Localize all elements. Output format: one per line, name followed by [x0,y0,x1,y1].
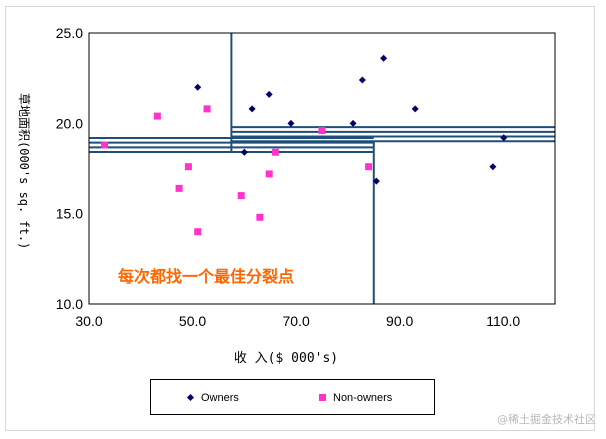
x-tick-label: 30.0 [75,313,102,329]
y-tick-label: 25.0 [56,25,83,41]
non-owner-point [318,127,326,135]
legend: Owners Non-owners [150,379,435,415]
non-owner-point [153,112,161,120]
legend-label-owners: Owners [201,392,239,404]
y-axis-label: 草地面积(000's sq. ft.) [17,93,31,249]
non-owner-point [203,105,211,113]
x-tick-label: 50.0 [179,313,206,329]
owner-point [287,119,295,127]
data-points [101,54,508,236]
annotation-text: 每次都找一个最佳分裂点 [118,267,294,286]
y-axis-ticks: 10.0 15.0 20.0 25.0 [56,25,83,312]
y-tick-label: 10.0 [56,296,83,312]
square-marker-icon [319,394,326,401]
non-owner-point [365,163,373,171]
legend-item-owners: Owners [186,392,239,404]
owner-point [380,54,388,62]
owner-point [194,83,202,91]
non-owner-point [256,213,264,221]
chart-frame [5,6,595,431]
owner-point [411,105,419,113]
y-tick-label: 15.0 [56,206,83,222]
owner-point [240,148,248,156]
owner-point [248,105,256,113]
non-owner-point [101,141,109,149]
owner-point [349,119,357,127]
owner-point [358,76,366,84]
owner-point [372,177,380,185]
x-axis-label: 收 入($ 000's) [234,351,338,366]
non-owner-point [175,184,183,192]
non-owner-point [237,192,245,200]
owner-point [265,90,273,98]
x-tick-label: 70.0 [282,313,309,329]
diamond-marker-icon [186,393,195,402]
owner-point [500,134,508,142]
legend-item-non-owners: Non-owners [319,392,393,404]
non-owner-point [265,170,273,178]
owner-point [489,163,497,171]
non-owner-point [194,228,202,236]
non-owner-point [271,148,279,156]
x-axis-ticks: 30.0 50.0 70.0 90.0 110.0 [75,313,520,329]
plot-area [88,32,556,305]
watermark: @稀土掘金技术社区 [497,413,596,426]
split-lines [89,33,555,304]
y-tick-label: 20.0 [56,115,83,131]
x-tick-label: 90.0 [386,313,413,329]
x-tick-label: 110.0 [486,313,520,329]
legend-label-non-owners: Non-owners [333,392,393,404]
non-owner-point [184,163,192,171]
